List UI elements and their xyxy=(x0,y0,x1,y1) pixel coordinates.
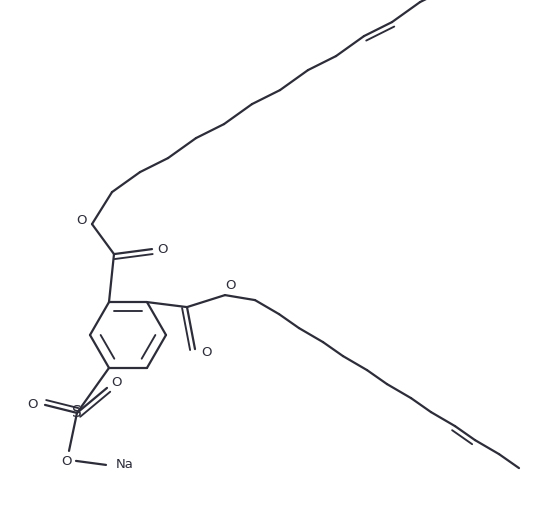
Text: O: O xyxy=(112,376,122,390)
Text: O: O xyxy=(202,345,212,359)
Text: O: O xyxy=(62,455,72,468)
Text: O: O xyxy=(157,243,167,256)
Text: O: O xyxy=(225,279,235,291)
Text: S: S xyxy=(72,405,82,421)
Text: O: O xyxy=(77,214,87,227)
Text: O: O xyxy=(28,398,38,412)
Text: Na: Na xyxy=(116,458,134,471)
